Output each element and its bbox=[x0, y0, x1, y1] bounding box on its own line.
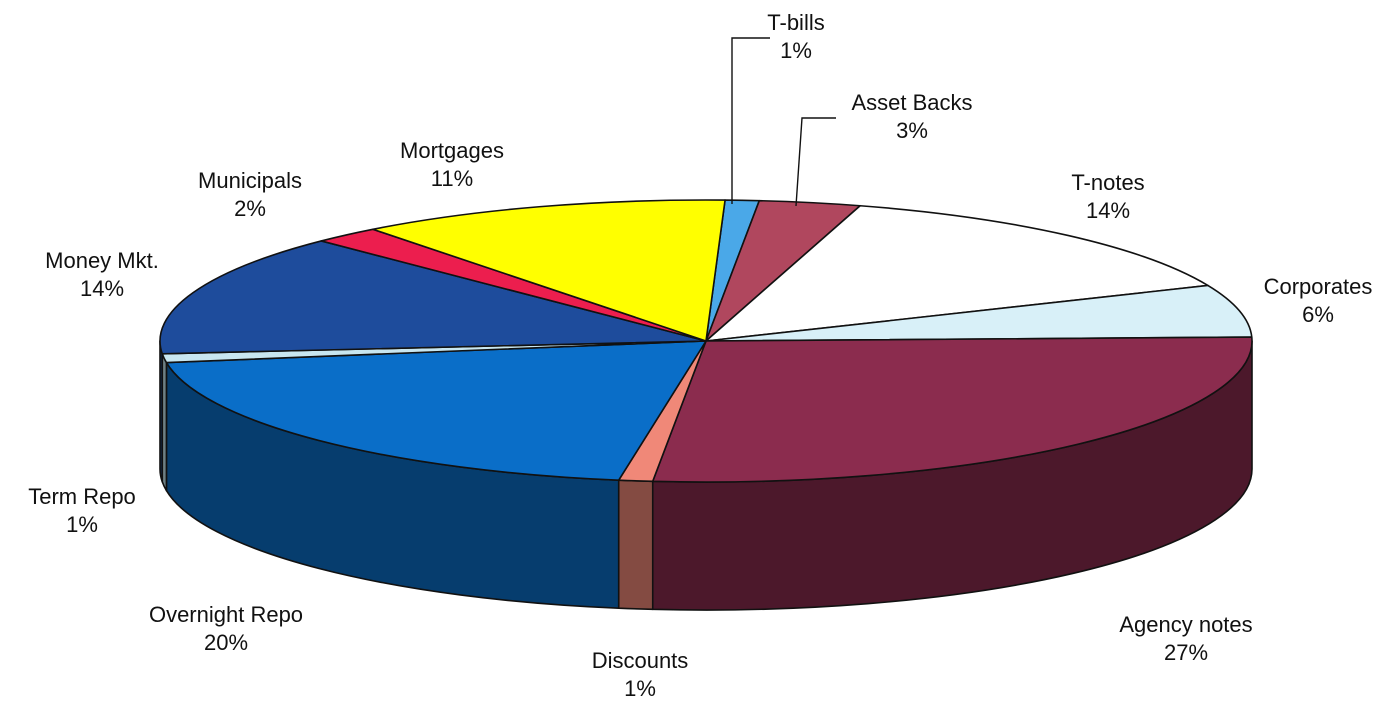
slice-side-money-mkt bbox=[159, 340, 164, 483]
slice-t-notes bbox=[705, 204, 1209, 342]
slice-agency-notes bbox=[651, 336, 1253, 483]
slice-label-t-notes: T-notes bbox=[1071, 170, 1144, 195]
leader-lines bbox=[731, 37, 836, 207]
slice-label-corporates: Corporates bbox=[1264, 274, 1373, 299]
slice-pct-term-repo: 1% bbox=[66, 512, 98, 537]
slice-overnight-repo bbox=[165, 340, 707, 481]
slice-corporates bbox=[705, 284, 1253, 342]
slice-pct-agency-notes: 27% bbox=[1164, 640, 1208, 665]
leader-line-t-bills bbox=[731, 37, 770, 204]
slice-pct-t-notes: 14% bbox=[1086, 198, 1130, 223]
slice-label-mortgages: Mortgages bbox=[400, 138, 504, 163]
slice-pct-asset-backs: 3% bbox=[896, 118, 928, 143]
slice-labels: T-bills 1% Asset Backs 3% T-notes 14% Corporat… bbox=[28, 10, 1372, 701]
slice-label-t-bills: T-bills bbox=[767, 10, 824, 35]
leader-line-asset-backs bbox=[795, 117, 836, 207]
slice-pct-municipals: 2% bbox=[234, 196, 266, 221]
slice-label-overnight-repo: Overnight Repo bbox=[149, 602, 303, 627]
slice-pct-corporates: 6% bbox=[1302, 302, 1334, 327]
pie-tops bbox=[159, 199, 1253, 483]
slice-mortgages bbox=[372, 199, 726, 342]
slice-label-discounts: Discounts bbox=[592, 648, 689, 673]
slice-pct-mortgages: 11% bbox=[431, 166, 473, 191]
slice-pct-t-bills: 1% bbox=[780, 38, 812, 63]
slice-label-agency-notes: Agency notes bbox=[1119, 612, 1252, 637]
slice-pct-discounts: 1% bbox=[624, 676, 656, 701]
slice-label-term-repo: Term Repo bbox=[28, 484, 136, 509]
slice-label-money-mkt: Money Mkt. bbox=[45, 248, 159, 273]
slice-pct-money-mkt: 14% bbox=[80, 276, 124, 301]
slice-side-discounts bbox=[617, 479, 654, 611]
slice-money-mkt bbox=[159, 240, 707, 355]
slice-label-municipals: Municipals bbox=[198, 168, 302, 193]
slice-pct-overnight-repo: 20% bbox=[204, 630, 248, 655]
slice-label-asset-backs: Asset Backs bbox=[851, 90, 972, 115]
